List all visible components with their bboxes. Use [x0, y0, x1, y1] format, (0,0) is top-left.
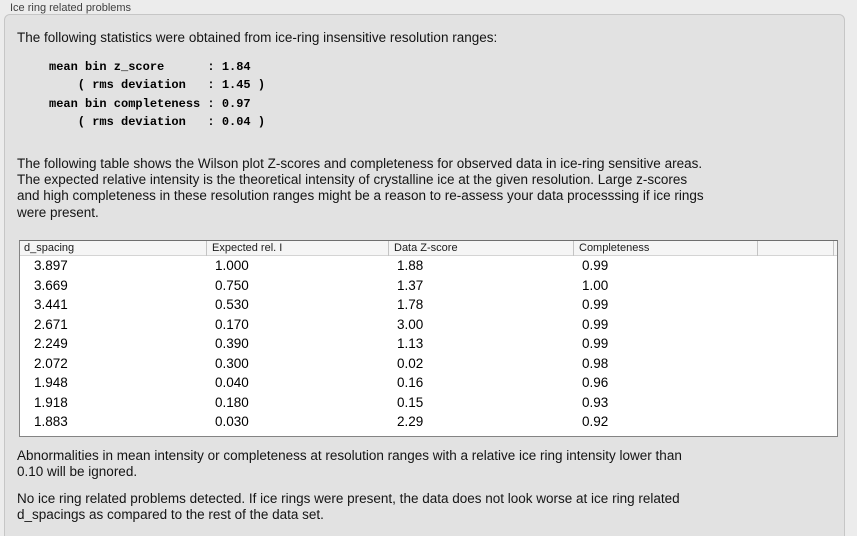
table-cell: 0.15	[397, 394, 424, 410]
intro-text: The following statistics were obtained f…	[17, 30, 498, 45]
table-cell: 2.249	[34, 336, 68, 352]
table-cell: 0.300	[215, 355, 249, 371]
table-row[interactable]: 2.249 0.390 1.13 0.99	[20, 334, 837, 354]
table-cell: 0.180	[215, 394, 249, 410]
table-row[interactable]: 3.669 0.750 1.37 1.00	[20, 276, 837, 296]
panel-title: Ice ring related problems	[10, 2, 132, 14]
table-cell: 1.00	[582, 277, 609, 293]
table-cell: 1.883	[34, 414, 68, 430]
column-header: Completeness	[573, 240, 757, 256]
table-cell: 2.072	[34, 355, 68, 371]
table-cell: 0.02	[397, 355, 424, 371]
table-header: d_spacing Expected rel. I Data Z-score Comp…	[20, 240, 837, 256]
ice-ring-table[interactable]: d_spacing Expected rel. I Data Z-score Comp…	[19, 240, 838, 437]
table-cell: 3.00	[397, 316, 424, 332]
table-cell: 0.99	[582, 297, 609, 313]
table-cell: 0.98	[582, 355, 609, 371]
table-cell: 0.92	[582, 414, 609, 430]
table-cell: 0.530	[215, 297, 249, 313]
ignore-note: Abnormalities in mean intensity or compl…	[17, 448, 682, 480]
table-cell: 0.030	[215, 414, 249, 430]
table-cell: 0.99	[582, 316, 609, 332]
table-cell: 2.29	[397, 414, 424, 430]
table-row[interactable]: 3.441 0.530 1.78 0.99	[20, 295, 837, 315]
table-cell: 0.16	[397, 375, 424, 391]
table-cell: 0.93	[582, 394, 609, 410]
ice-ring-group-box: The following statistics were obtained f…	[4, 14, 845, 536]
table-cell: 2.671	[34, 316, 68, 332]
table-cell: 0.170	[215, 316, 249, 332]
stats-block: mean bin z_score : 1.84 ( rms deviation …	[49, 60, 266, 129]
table-description: The following table shows the Wilson plo…	[17, 156, 704, 220]
table-row[interactable]: 1.918 0.180 0.15 0.93	[20, 393, 837, 413]
table-cell: 1.78	[397, 297, 424, 313]
table-cell: 1.918	[34, 394, 68, 410]
table-cell: 3.669	[34, 277, 68, 293]
table-cell: 0.99	[582, 336, 609, 352]
column-header	[757, 240, 834, 256]
table-row[interactable]: 2.072 0.300 0.02 0.98	[20, 354, 837, 374]
column-header: d_spacing	[24, 241, 75, 254]
table-row[interactable]: 2.671 0.170 3.00 0.99	[20, 315, 837, 335]
column-header: Expected rel. I	[206, 240, 388, 256]
conclusion-note: No ice ring related problems detected. I…	[17, 491, 680, 523]
column-header: Data Z-score	[388, 240, 573, 256]
table-row[interactable]: 1.948 0.040 0.16 0.96	[20, 373, 837, 393]
table-cell: 0.040	[215, 375, 249, 391]
table-cell: 3.897	[34, 258, 68, 274]
table-cell: 0.99	[582, 258, 609, 274]
table-cell: 1.000	[215, 258, 249, 274]
table-row[interactable]: 3.897 1.000 1.88 0.99	[20, 256, 837, 276]
table-row[interactable]: 1.883 0.030 2.29 0.92	[20, 412, 837, 432]
table-body: 3.897 1.000 1.88 0.99 3.669 0.750 1.37 1.00 3.44…	[20, 256, 837, 432]
table-cell: 3.441	[34, 297, 68, 313]
table-cell: 0.390	[215, 336, 249, 352]
table-cell: 1.37	[397, 277, 424, 293]
table-cell: 0.750	[215, 277, 249, 293]
table-cell: 1.88	[397, 258, 424, 274]
table-cell: 1.948	[34, 375, 68, 391]
table-cell: 0.96	[582, 375, 609, 391]
table-cell: 1.13	[397, 336, 424, 352]
